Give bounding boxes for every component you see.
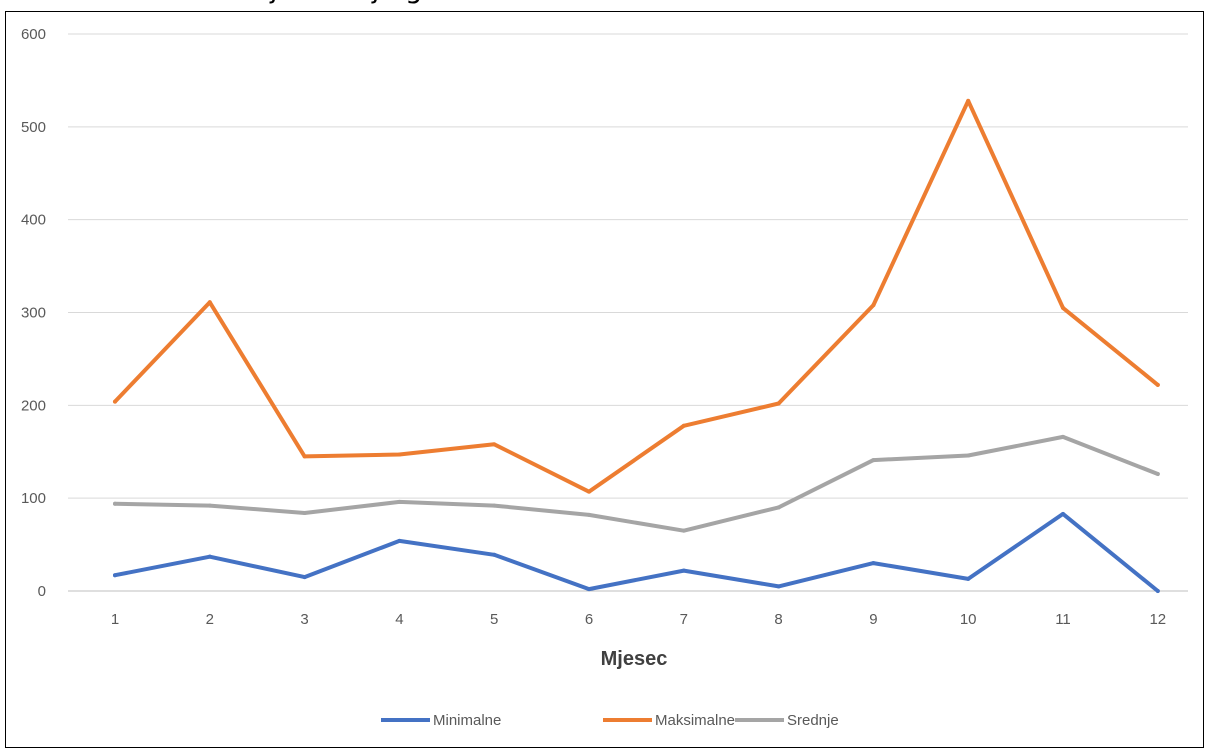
data-point bbox=[492, 552, 497, 557]
series-line bbox=[113, 511, 1160, 593]
x-tick-label: 11 bbox=[1055, 611, 1071, 628]
x-tick-label: 3 bbox=[300, 611, 308, 628]
y-tick-label: 400 bbox=[21, 212, 46, 229]
y-tick-label: 300 bbox=[21, 305, 46, 322]
data-point bbox=[871, 561, 876, 566]
x-tick-label: 2 bbox=[206, 611, 214, 628]
data-point bbox=[113, 501, 117, 506]
series-lines bbox=[113, 98, 1160, 593]
series-line bbox=[113, 434, 1160, 533]
legend-label: Minimalne bbox=[433, 712, 501, 729]
data-point bbox=[113, 399, 117, 404]
y-tick-label: 200 bbox=[21, 397, 46, 414]
data-point bbox=[302, 575, 307, 580]
chart-frame bbox=[5, 11, 1204, 748]
x-axis-title: Mjesec bbox=[601, 648, 668, 670]
data-point bbox=[776, 505, 781, 510]
data-point bbox=[1155, 589, 1160, 593]
data-point bbox=[302, 454, 307, 459]
series-maksimalne bbox=[113, 98, 1160, 494]
data-point bbox=[492, 442, 497, 447]
data-point bbox=[397, 538, 402, 543]
y-tick-label: 500 bbox=[21, 119, 46, 136]
x-tick-label: 9 bbox=[869, 611, 877, 628]
legend-item: Minimalne bbox=[381, 712, 501, 729]
series-line bbox=[113, 98, 1160, 494]
cropped-heading-fragment: j j g bbox=[270, 0, 422, 5]
data-point bbox=[1061, 434, 1065, 439]
x-tick-label: 6 bbox=[585, 611, 593, 628]
data-point bbox=[776, 401, 781, 406]
data-point bbox=[776, 584, 781, 589]
data-point bbox=[681, 528, 686, 533]
data-point bbox=[1155, 472, 1160, 477]
data-point bbox=[966, 98, 971, 103]
top-cropped-area: j j g bbox=[0, 0, 1207, 11]
x-tick-label: 7 bbox=[680, 611, 688, 628]
x-tick-label: 8 bbox=[774, 611, 782, 628]
data-point bbox=[207, 554, 212, 559]
data-point bbox=[207, 300, 212, 305]
y-tick-label: 0 bbox=[38, 583, 46, 600]
data-point bbox=[492, 503, 497, 508]
legend-item: Maksimalne bbox=[603, 712, 735, 729]
data-point bbox=[966, 453, 971, 458]
data-point bbox=[966, 576, 971, 581]
y-tick-label: 600 bbox=[21, 26, 46, 43]
data-point bbox=[587, 587, 591, 592]
x-tick-label: 10 bbox=[960, 611, 977, 628]
series-srednje bbox=[113, 434, 1160, 533]
x-tick-label: 5 bbox=[490, 611, 498, 628]
x-axis-ticks: 1 2 3 4 5 6 7 8 9 10 11 12 bbox=[111, 611, 1166, 628]
y-axis-ticks: 0 100 200 300 400 500 600 bbox=[21, 26, 46, 600]
data-point bbox=[681, 568, 686, 573]
data-point bbox=[587, 512, 591, 517]
data-point bbox=[1061, 511, 1065, 516]
data-point bbox=[871, 303, 876, 308]
legend: Minimalne Maksimalne Srednje bbox=[381, 712, 839, 729]
data-point bbox=[1061, 305, 1065, 310]
data-point bbox=[113, 573, 117, 578]
legend-item: Srednje bbox=[735, 712, 839, 729]
data-point bbox=[302, 511, 307, 516]
data-point bbox=[1155, 382, 1160, 387]
gridlines bbox=[68, 33, 1188, 592]
x-tick-label: 12 bbox=[1149, 611, 1166, 628]
data-point bbox=[587, 489, 591, 494]
data-point bbox=[397, 499, 402, 504]
data-point bbox=[397, 452, 402, 457]
y-tick-label: 100 bbox=[21, 490, 46, 507]
x-tick-label: 4 bbox=[395, 611, 403, 628]
legend-label: Maksimalne bbox=[655, 712, 735, 729]
data-point bbox=[681, 423, 686, 428]
data-point bbox=[207, 503, 212, 508]
legend-label: Srednje bbox=[787, 712, 839, 729]
series-minimalne bbox=[113, 511, 1160, 593]
data-point bbox=[871, 458, 876, 463]
x-tick-label: 1 bbox=[111, 611, 119, 628]
